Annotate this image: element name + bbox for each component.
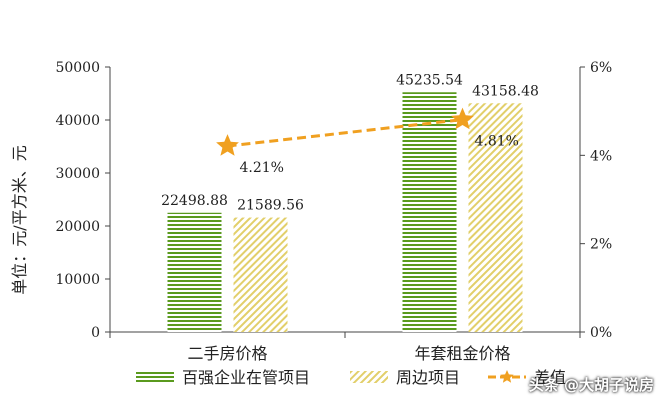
watermark: 头条 @大胡子说房 — [528, 376, 654, 394]
x-tick-label: 二手房价格 — [187, 344, 267, 363]
y2-tick-label: 2% — [590, 237, 612, 253]
legend-swatch — [350, 371, 388, 383]
y2-tick-label: 4% — [590, 148, 612, 164]
line-series-diff — [227, 118, 463, 148]
y-tick-label: 30000 — [55, 166, 100, 182]
bar-value-label: 43158.48 — [472, 83, 539, 99]
y-tick-label: 50000 — [55, 60, 100, 76]
bar-value-label: 21589.56 — [237, 198, 304, 214]
y2-tick-label: 6% — [590, 60, 612, 76]
x-tick-label: 年套租金价格 — [414, 344, 510, 363]
bar — [402, 92, 457, 332]
legend-label: 差值 — [534, 368, 566, 387]
legend-swatch-star — [500, 370, 514, 383]
y-tick-label: 20000 — [55, 219, 100, 235]
bar-value-label: 22498.88 — [161, 193, 228, 209]
y-axis-label: 单位：元/平方米、元 — [10, 145, 29, 295]
y-tick-label: 40000 — [55, 113, 100, 129]
y-axis-label-wrap: 单位：元/平方米、元 — [6, 120, 30, 320]
line-value-label: 4.21% — [240, 160, 284, 176]
legend-label: 周边项目 — [396, 368, 460, 387]
bar-value-label: 45235.54 — [396, 72, 463, 88]
line-point-star — [216, 134, 239, 156]
bar — [468, 103, 523, 332]
y2-tick-label: 0% — [590, 325, 612, 341]
bar — [233, 217, 288, 332]
line-point-star — [451, 107, 474, 130]
legend-swatch — [136, 371, 174, 383]
y-tick-label: 0 — [91, 325, 100, 341]
legend-label: 百强企业在管项目 — [182, 368, 310, 387]
line-value-label: 4.81% — [475, 134, 519, 150]
y-tick-label: 10000 — [55, 272, 100, 288]
bar — [167, 212, 222, 332]
